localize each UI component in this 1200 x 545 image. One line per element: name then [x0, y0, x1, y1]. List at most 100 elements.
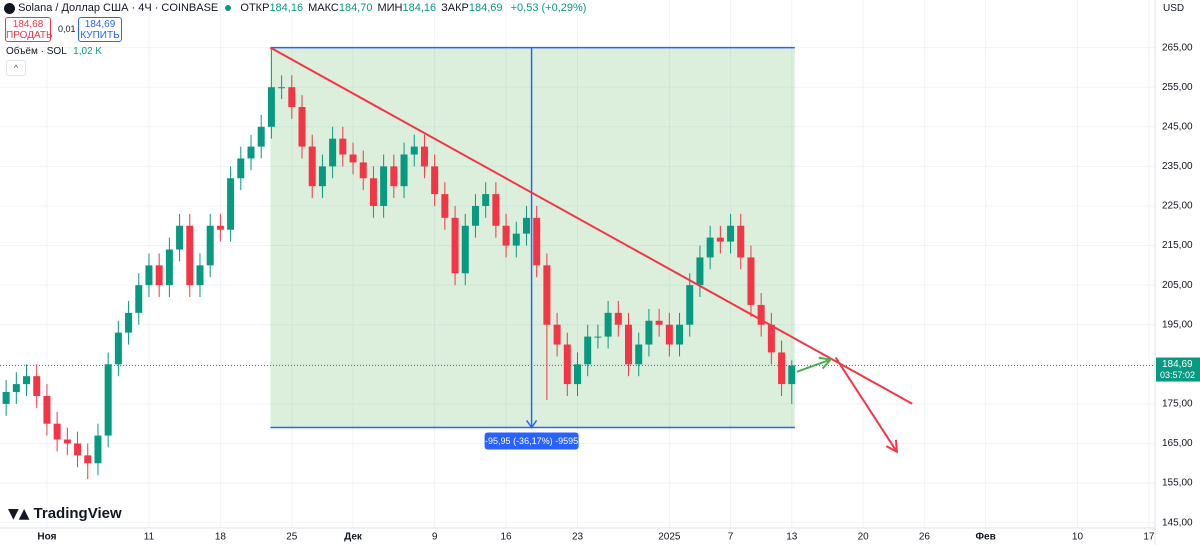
logo-text: TradingView: [33, 505, 122, 522]
buy-label: КУПИТЬ: [80, 30, 120, 41]
x-tick-label: 9: [432, 532, 438, 543]
ohlc-label: МИН: [377, 2, 403, 14]
candle-body: [206, 225, 214, 266]
range-label: -95,95 (-36,17%) -9595: [485, 436, 578, 446]
candle-body: [512, 233, 520, 246]
y-tick-label: 195,00: [1162, 319, 1193, 330]
x-tick-label: 16: [501, 532, 513, 543]
arrow: [796, 358, 831, 373]
candle-body: [696, 257, 704, 286]
volume-legend: Объём · SOL 1,02 K: [6, 46, 102, 57]
candle-body: [543, 265, 551, 325]
currency[interactable]: USD: [1163, 3, 1185, 14]
buy-button[interactable]: 184,69 КУПИТЬ: [78, 17, 122, 42]
candle-body: [53, 423, 61, 440]
x-tick-label: 11: [144, 532, 155, 543]
candle-body: [706, 237, 714, 258]
candle-body: [727, 225, 735, 242]
arrowhead: [885, 439, 898, 454]
candle-body: [339, 138, 347, 155]
candle-body: [676, 324, 684, 345]
range-label-box: [484, 432, 579, 450]
candle-body: [308, 146, 316, 187]
candle-body: [482, 194, 490, 206]
logo-icon: ▼▲: [8, 506, 30, 522]
x-tick-label: 20: [858, 532, 870, 543]
candle-body: [778, 352, 786, 385]
ohlc: ОТКР184,16 МАКС184,70 МИН184,16 ЗАКР184,69: [240, 2, 507, 14]
arrowhead: [818, 356, 833, 370]
arrow: [834, 357, 898, 453]
candle-body: [247, 146, 255, 159]
candle-body: [237, 158, 245, 179]
candle-body: [318, 166, 326, 187]
candle-body: [420, 146, 428, 167]
candle-body: [74, 443, 82, 456]
sell-price: 184,68: [12, 19, 44, 30]
volume-value: 1,02 K: [73, 46, 103, 57]
change: +0,53 (+0,29%): [510, 2, 587, 14]
candle-body: [533, 217, 541, 266]
collapse-button[interactable]: ^: [6, 60, 26, 76]
last-price-box: [1156, 357, 1200, 382]
candle-body: [553, 324, 561, 345]
candle-body: [747, 257, 755, 305]
candle-body: [267, 87, 275, 127]
candle-body: [563, 344, 571, 385]
symbol-icon: [4, 2, 15, 14]
y-tick-label: 225,00: [1162, 201, 1193, 212]
sell-button[interactable]: 184,68 ПРОДАТЬ: [5, 17, 53, 42]
candle-body: [125, 312, 133, 333]
candle-body: [176, 225, 184, 250]
candle-body: [451, 217, 459, 274]
price-range: [270, 47, 795, 428]
candle-body: [614, 312, 622, 325]
candle-body: [216, 225, 224, 230]
y-tick-label: 215,00: [1162, 240, 1193, 251]
sell-label: ПРОДАТЬ: [6, 30, 53, 41]
ohlc-label: ЗАКР: [441, 2, 469, 14]
symbol-row: Solana / Доллар США · 4Ч · COINBASE ОТКР…: [4, 2, 586, 14]
y-tick-label: 255,00: [1162, 82, 1193, 93]
candle-body: [584, 336, 592, 365]
trend-line: [269, 46, 913, 405]
candle-body: [33, 376, 41, 396]
candle-body: [23, 376, 31, 385]
candle-body: [502, 225, 510, 246]
candle-body: [635, 344, 643, 365]
candle-body: [757, 304, 765, 325]
symbol[interactable]: Solana / Доллар США · 4Ч · COINBASE: [18, 2, 219, 14]
y-tick-label: 205,00: [1162, 280, 1193, 291]
candle-body: [390, 166, 398, 187]
candle-body: [645, 320, 653, 345]
candle-body: [278, 87, 286, 89]
buy-price: 184,69: [84, 19, 116, 30]
x-tick-label: 13: [786, 532, 798, 543]
candle-body: [441, 194, 449, 218]
candle-body: [135, 285, 143, 313]
candle-body: [257, 126, 265, 147]
candle-body: [369, 178, 377, 206]
candle-body: [94, 435, 102, 464]
candle-body: [43, 395, 51, 424]
candle-body: [716, 237, 724, 242]
candle-body: [196, 265, 204, 286]
ohlc-label: МАКС: [308, 2, 339, 14]
status-dot: [225, 5, 232, 11]
candle-body: [2, 392, 10, 404]
candle-body: [12, 384, 20, 393]
candle-body: [145, 265, 153, 286]
x-tick-label: Ноя: [37, 532, 56, 543]
candle-body: [594, 336, 602, 338]
candle-body: [298, 107, 306, 147]
ohlc-value: 184,69: [468, 2, 503, 14]
candle-body: [63, 439, 71, 444]
candle-body: [522, 217, 530, 234]
candle-body: [380, 166, 388, 206]
last-price-label: 184,69: [1162, 359, 1193, 370]
candle-body: [665, 324, 673, 345]
candle-body: [349, 154, 357, 163]
y-tick-label: 245,00: [1162, 121, 1193, 132]
